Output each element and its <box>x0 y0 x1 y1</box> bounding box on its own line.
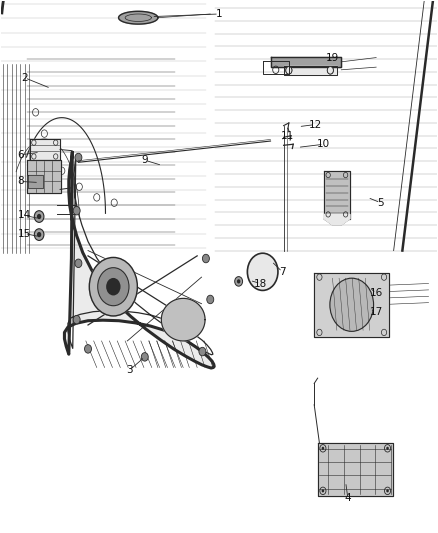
Circle shape <box>75 259 82 268</box>
Circle shape <box>34 211 44 222</box>
Text: 1: 1 <box>215 9 223 19</box>
Text: 8: 8 <box>17 176 24 187</box>
Text: 19: 19 <box>326 53 339 62</box>
Text: 14: 14 <box>18 211 32 221</box>
Circle shape <box>34 229 44 240</box>
Text: 4: 4 <box>345 492 351 503</box>
Text: 16: 16 <box>370 288 383 298</box>
Circle shape <box>321 489 324 492</box>
Circle shape <box>199 348 206 356</box>
Circle shape <box>98 268 129 306</box>
Circle shape <box>202 254 209 263</box>
Polygon shape <box>27 160 61 193</box>
Circle shape <box>207 295 214 304</box>
Circle shape <box>286 67 292 74</box>
Text: 10: 10 <box>317 139 330 149</box>
Text: 17: 17 <box>370 306 383 317</box>
Circle shape <box>386 489 389 492</box>
Text: 5: 5 <box>377 198 384 208</box>
Circle shape <box>247 253 278 290</box>
Text: 11: 11 <box>280 131 294 141</box>
Text: 12: 12 <box>308 119 321 130</box>
Circle shape <box>73 316 80 324</box>
Polygon shape <box>318 443 393 496</box>
Circle shape <box>37 214 41 219</box>
Circle shape <box>75 154 82 162</box>
Text: 9: 9 <box>141 155 148 165</box>
Circle shape <box>386 447 389 450</box>
Circle shape <box>237 279 240 284</box>
Text: 18: 18 <box>254 279 267 288</box>
Polygon shape <box>28 175 42 188</box>
Polygon shape <box>272 56 341 67</box>
Text: 2: 2 <box>21 73 28 83</box>
Text: 3: 3 <box>126 365 133 375</box>
Polygon shape <box>285 66 337 75</box>
Polygon shape <box>29 139 60 160</box>
Circle shape <box>85 345 92 353</box>
Polygon shape <box>161 298 205 341</box>
Polygon shape <box>64 152 214 368</box>
Circle shape <box>330 278 374 332</box>
Circle shape <box>327 67 333 74</box>
Circle shape <box>106 278 120 295</box>
Polygon shape <box>324 171 350 219</box>
Circle shape <box>286 67 292 74</box>
Text: 15: 15 <box>18 229 32 239</box>
Circle shape <box>37 232 41 237</box>
Text: 6: 6 <box>17 150 24 160</box>
Polygon shape <box>314 273 389 337</box>
Circle shape <box>321 447 324 450</box>
Circle shape <box>327 67 333 74</box>
Circle shape <box>141 353 148 361</box>
Polygon shape <box>119 11 158 24</box>
Circle shape <box>89 257 138 316</box>
Polygon shape <box>324 214 350 225</box>
Circle shape <box>73 206 80 215</box>
Text: 7: 7 <box>279 267 286 277</box>
Circle shape <box>235 277 243 286</box>
